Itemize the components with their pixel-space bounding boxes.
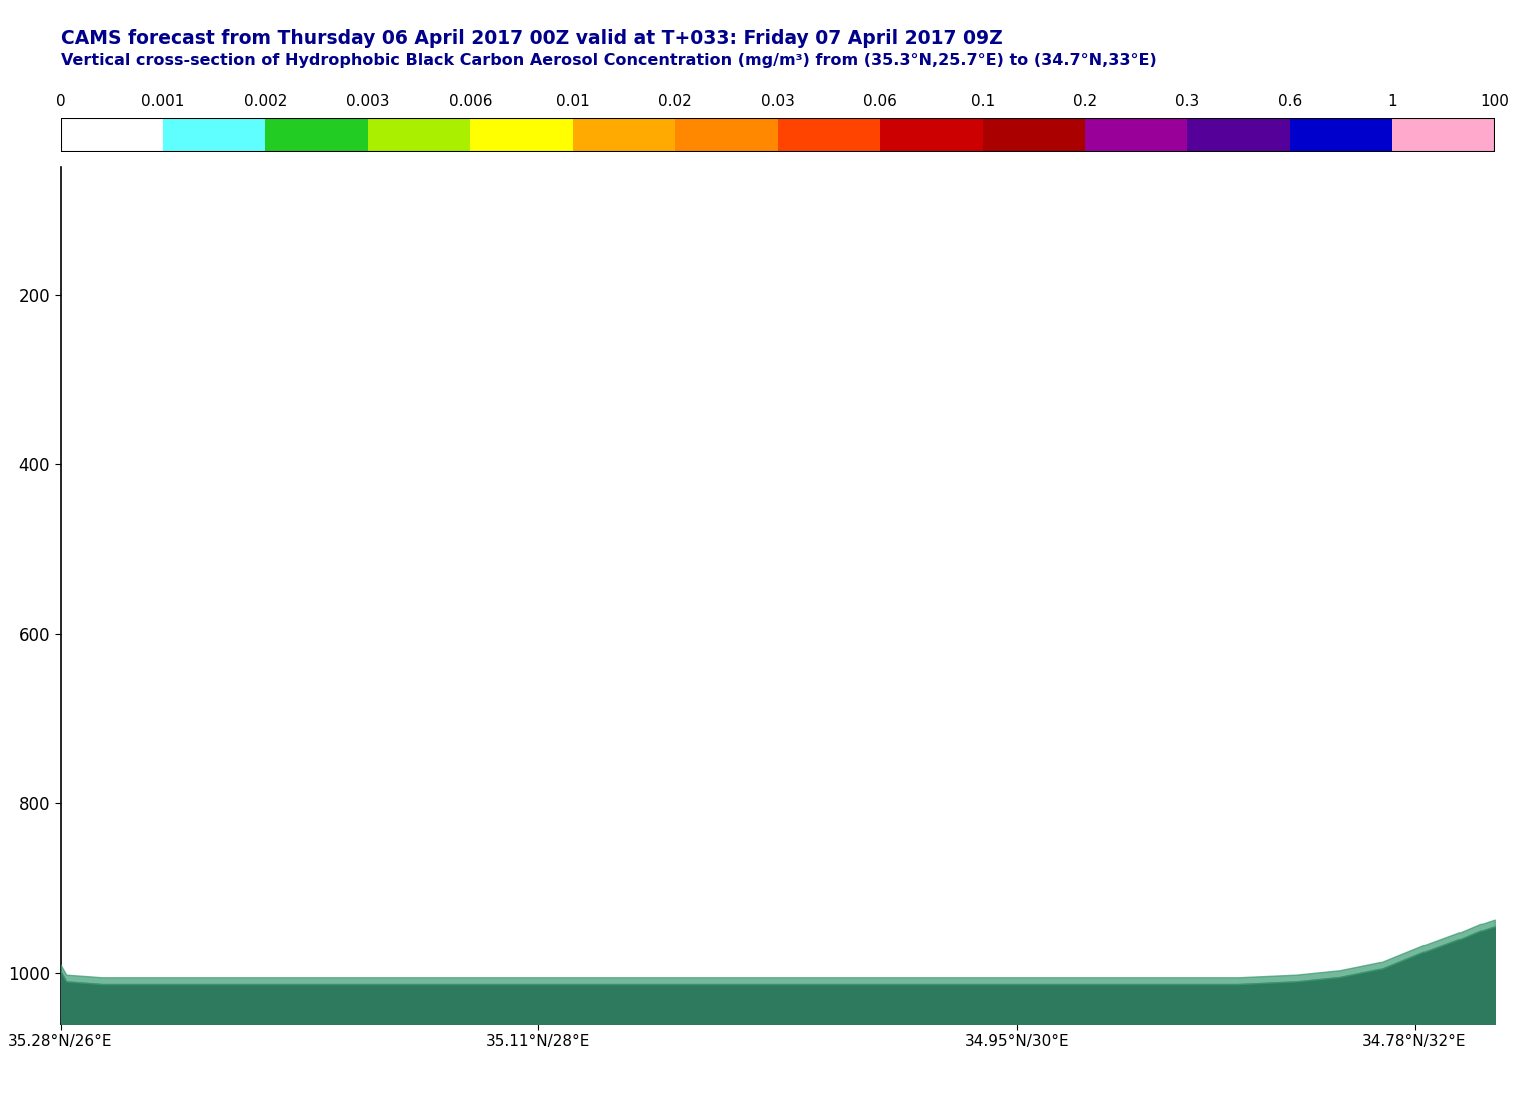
Text: 0: 0 bbox=[56, 95, 65, 109]
Bar bbox=[265, 118, 368, 152]
Bar bbox=[61, 118, 163, 152]
Bar bbox=[1188, 118, 1291, 152]
Bar bbox=[881, 118, 982, 152]
Bar bbox=[573, 118, 675, 152]
Text: 0.03: 0.03 bbox=[761, 95, 794, 109]
Bar bbox=[982, 118, 1085, 152]
Text: 0.3: 0.3 bbox=[1176, 95, 1200, 109]
Bar bbox=[675, 118, 778, 152]
Text: 0.001: 0.001 bbox=[141, 95, 185, 109]
Text: 0.006: 0.006 bbox=[448, 95, 492, 109]
Bar bbox=[1291, 118, 1392, 152]
Bar bbox=[1392, 118, 1495, 152]
Bar bbox=[163, 118, 265, 152]
Text: 0.06: 0.06 bbox=[864, 95, 897, 109]
Text: 0.003: 0.003 bbox=[346, 95, 390, 109]
Text: 0.02: 0.02 bbox=[658, 95, 691, 109]
Text: 1: 1 bbox=[1387, 95, 1396, 109]
Bar bbox=[1085, 118, 1188, 152]
Bar bbox=[368, 118, 471, 152]
Text: 0.01: 0.01 bbox=[555, 95, 590, 109]
Bar bbox=[471, 118, 573, 152]
Text: Vertical cross-section of Hydrophobic Black Carbon Aerosol Concentration (mg/m³): Vertical cross-section of Hydrophobic Bl… bbox=[61, 53, 1156, 68]
Text: 0.6: 0.6 bbox=[1278, 95, 1303, 109]
Text: 0.002: 0.002 bbox=[244, 95, 287, 109]
Text: 0.2: 0.2 bbox=[1073, 95, 1097, 109]
Text: 0.1: 0.1 bbox=[970, 95, 994, 109]
Bar bbox=[778, 118, 881, 152]
Text: CAMS forecast from Thursday 06 April 2017 00Z valid at T+033: Friday 07 April 20: CAMS forecast from Thursday 06 April 201… bbox=[61, 29, 1002, 47]
Text: 100: 100 bbox=[1480, 95, 1510, 109]
